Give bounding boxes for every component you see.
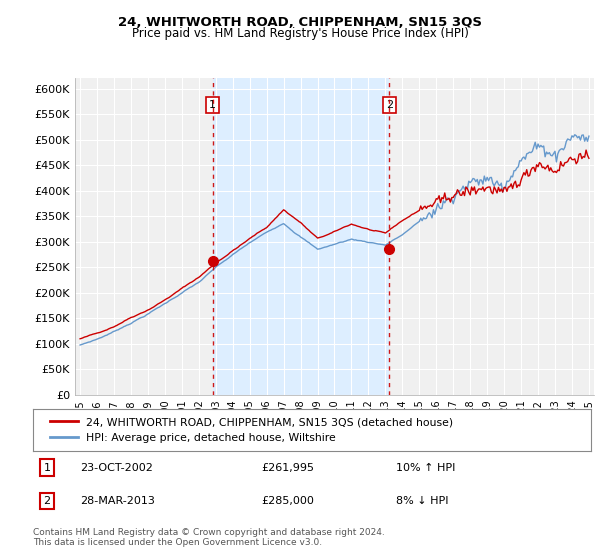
Text: 28-MAR-2013: 28-MAR-2013 (80, 496, 155, 506)
Text: Contains HM Land Registry data © Crown copyright and database right 2024.
This d: Contains HM Land Registry data © Crown c… (33, 528, 385, 547)
Legend: 24, WHITWORTH ROAD, CHIPPENHAM, SN15 3QS (detached house), HPI: Average price, d: 24, WHITWORTH ROAD, CHIPPENHAM, SN15 3QS… (44, 410, 460, 449)
Text: 24, WHITWORTH ROAD, CHIPPENHAM, SN15 3QS: 24, WHITWORTH ROAD, CHIPPENHAM, SN15 3QS (118, 16, 482, 29)
Text: 2: 2 (43, 496, 50, 506)
Text: 8% ↓ HPI: 8% ↓ HPI (396, 496, 448, 506)
Text: Price paid vs. HM Land Registry's House Price Index (HPI): Price paid vs. HM Land Registry's House … (131, 27, 469, 40)
Text: 1: 1 (209, 100, 216, 110)
Text: £285,000: £285,000 (262, 496, 314, 506)
Text: 10% ↑ HPI: 10% ↑ HPI (396, 463, 455, 473)
Text: 2: 2 (386, 100, 393, 110)
Text: 23-OCT-2002: 23-OCT-2002 (80, 463, 154, 473)
Text: £261,995: £261,995 (262, 463, 315, 473)
Text: 1: 1 (43, 463, 50, 473)
Bar (212, 78, 389, 395)
